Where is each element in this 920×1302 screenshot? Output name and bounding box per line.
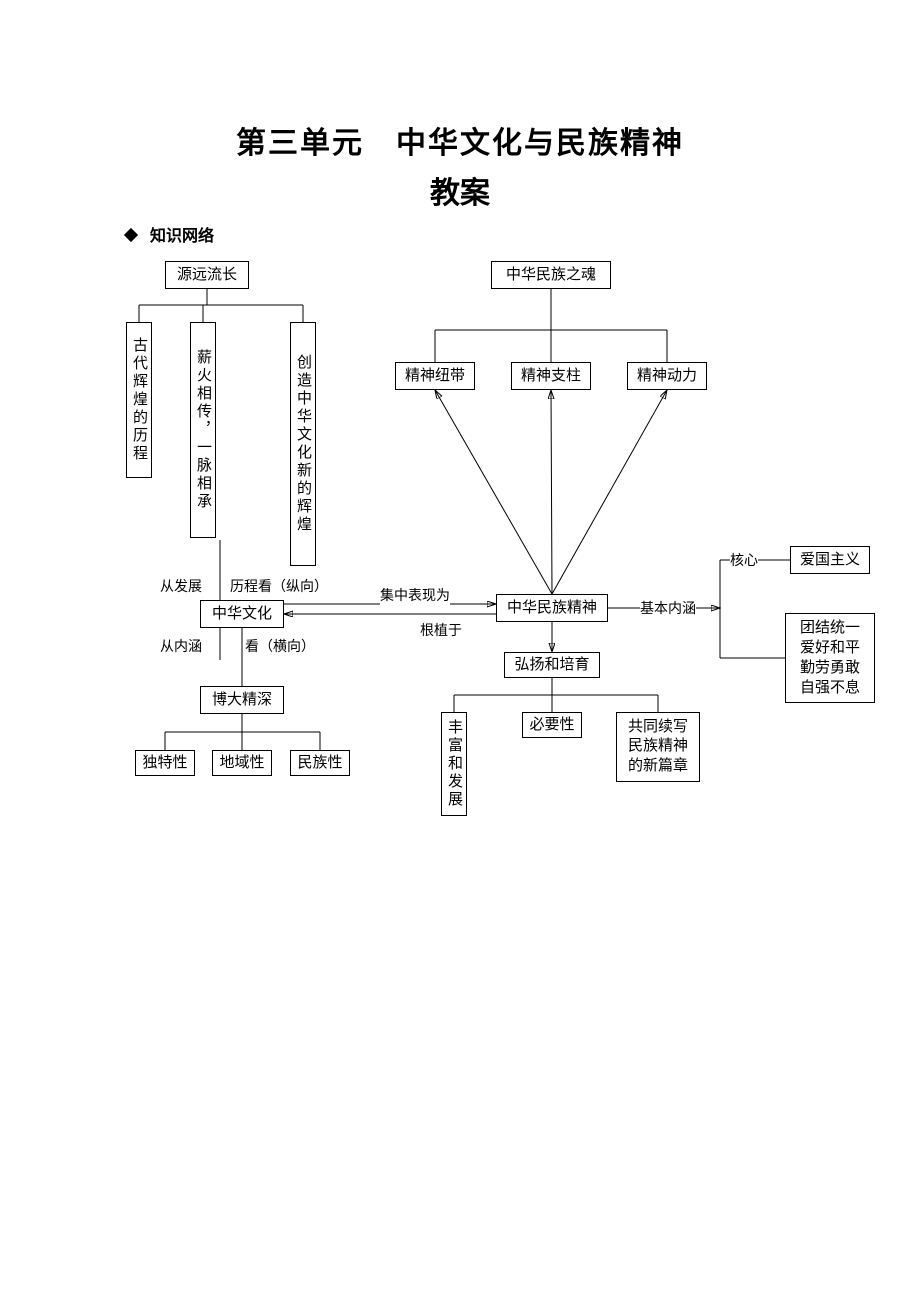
node-dute: 独特性 bbox=[135, 750, 195, 776]
node-minzu-text: 民族性 bbox=[298, 754, 343, 772]
node-boda-text: 博大精深 bbox=[212, 691, 272, 709]
node-zhizhu-text: 精神支柱 bbox=[521, 367, 581, 385]
node-boda: 博大精深 bbox=[200, 686, 284, 714]
node-dongli-text: 精神动力 bbox=[637, 367, 697, 385]
section-label-text: 知识网络 bbox=[150, 228, 214, 245]
node-zhonghua-wenhua: 中华文化 bbox=[200, 600, 284, 628]
node-niudai-text: 精神纽带 bbox=[405, 367, 465, 385]
node-chuangzao-text: 创造中华文化新的辉煌 bbox=[294, 354, 312, 534]
title-main: 第三单元 中华文化与民族精神 bbox=[0, 118, 920, 162]
node-xinhuo-text: 薪火相传，一脉相承 bbox=[194, 349, 212, 511]
page-title-block: 第三单元 中华文化与民族精神 教案 bbox=[0, 118, 920, 212]
node-aiguo: 爱国主义 bbox=[790, 546, 870, 574]
node-zhihun: 中华民族之魂 bbox=[491, 261, 611, 289]
node-yuanyuan: 源远流长 bbox=[165, 261, 249, 289]
node-zhonghua-wenhua-text: 中华文化 bbox=[212, 605, 272, 623]
node-tuanjie-text: 团结统一 爱好和平 勤劳勇敢 自强不息 bbox=[800, 618, 860, 699]
label-zongxiang-r: 历程看（纵向） bbox=[230, 576, 328, 596]
node-chuangzao: 创造中华文化新的辉煌 bbox=[290, 322, 316, 566]
label-jizhong: 集中表现为 bbox=[380, 585, 450, 605]
label-neihan: 基本内涵 bbox=[640, 598, 696, 618]
node-minzu: 民族性 bbox=[290, 750, 350, 776]
node-hongyang: 弘扬和培育 bbox=[504, 652, 600, 678]
node-xinhuo: 薪火相传，一脉相承 bbox=[190, 322, 216, 538]
node-aiguo-text: 爱国主义 bbox=[800, 551, 860, 569]
title-sub: 教案 bbox=[0, 168, 920, 212]
node-yuanyuan-text: 源远流长 bbox=[177, 266, 237, 284]
node-xupian: 共同续写 民族精神 的新篇章 bbox=[616, 712, 700, 782]
node-diyu-text: 地域性 bbox=[220, 754, 265, 772]
label-genzhi: 根植于 bbox=[420, 620, 462, 640]
label-hexin: 核心 bbox=[730, 550, 758, 570]
node-xupian-text: 共同续写 民族精神 的新篇章 bbox=[628, 718, 688, 777]
node-biyao: 必要性 bbox=[522, 712, 582, 738]
node-dongli: 精神动力 bbox=[627, 362, 707, 390]
node-zhihun-text: 中华民族之魂 bbox=[506, 266, 596, 284]
bullet-diamond-icon bbox=[124, 228, 138, 242]
node-jingshen: 中华民族精神 bbox=[496, 594, 608, 622]
node-gudai-text: 古代辉煌的历程 bbox=[130, 337, 148, 463]
node-zhizhu: 精神支柱 bbox=[511, 362, 591, 390]
label-hengxiang-l: 从内涵 bbox=[160, 636, 202, 656]
section-heading: 知识网络 bbox=[126, 222, 214, 246]
node-jingshen-text: 中华民族精神 bbox=[507, 599, 597, 617]
node-diyu: 地域性 bbox=[212, 750, 272, 776]
node-gudai: 古代辉煌的历程 bbox=[126, 322, 152, 478]
node-dute-text: 独特性 bbox=[143, 754, 188, 772]
label-zongxiang-l: 从发展 bbox=[160, 576, 202, 596]
node-fengfu: 丰富和发展 bbox=[441, 712, 467, 816]
node-biyao-text: 必要性 bbox=[530, 716, 575, 734]
label-hengxiang-r: 看（横向） bbox=[245, 636, 315, 656]
node-fengfu-text: 丰富和发展 bbox=[445, 719, 463, 809]
node-hongyang-text: 弘扬和培育 bbox=[514, 656, 589, 674]
node-tuanjie: 团结统一 爱好和平 勤劳勇敢 自强不息 bbox=[785, 613, 875, 703]
node-niudai: 精神纽带 bbox=[395, 362, 475, 390]
